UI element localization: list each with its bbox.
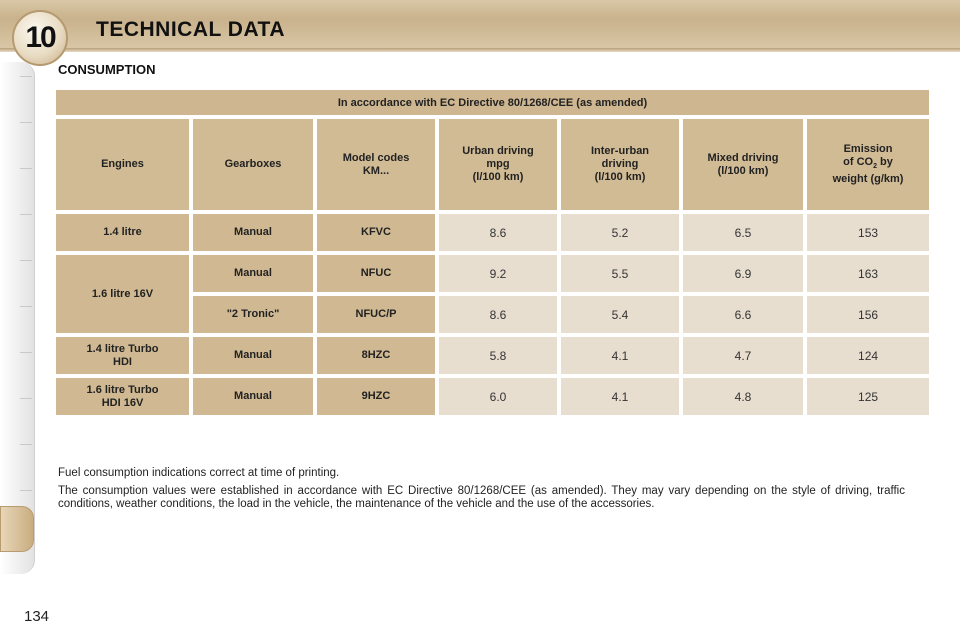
section-title: CONSUMPTION <box>58 62 156 77</box>
col-header-emission: Emission of CO2 by weight (g/km) <box>807 119 930 210</box>
inter-urban-value: 5.4 <box>561 296 679 333</box>
table-row: 1.6 litre Turbo HDI 16V Manual 9HZC 6.0 4… <box>56 378 930 415</box>
tab-divider <box>20 260 32 261</box>
table-row: 1.6 litre 16V Manual NFUC 9.2 5.5 6.9 16… <box>56 255 930 333</box>
emission-value: 163 <box>807 255 930 292</box>
emission-value: 125 <box>807 378 930 415</box>
mixed-value: 6.5 <box>683 214 803 251</box>
gearbox-cell: Manual <box>193 255 313 292</box>
model-code-cell: 8HZC <box>317 337 435 374</box>
table-row: "2 Tronic" NFUC/P 8.6 5.4 6.6 156 <box>56 296 930 333</box>
inter-urban-value: 5.2 <box>561 214 679 251</box>
engine-cell: 1.4 litre <box>56 214 189 251</box>
tab-divider <box>20 352 32 353</box>
urban-value: 8.6 <box>439 296 557 333</box>
col-header-engines: Engines <box>56 119 189 210</box>
consumption-disclaimer: The consumption values were established … <box>58 485 905 510</box>
table-row: 1.4 litre Manual KFVC 8.6 5.2 6.5 153 <box>56 214 930 251</box>
gearbox-cell: Manual <box>193 214 313 251</box>
model-code-cell: KFVC <box>317 214 435 251</box>
tab-divider <box>20 490 32 491</box>
mixed-value: 6.9 <box>683 255 803 292</box>
header-band <box>0 0 960 48</box>
emission-value: 124 <box>807 337 930 374</box>
mixed-value: 4.7 <box>683 337 803 374</box>
col-header-model-codes: Model codes KM... <box>317 119 435 210</box>
tab-divider <box>20 398 32 399</box>
consumption-table: In accordance with EC Directive 80/1268/… <box>52 86 933 419</box>
mixed-value: 4.8 <box>683 378 803 415</box>
header-divider <box>0 48 960 52</box>
engine-cell: 1.4 litre Turbo HDI <box>56 337 189 374</box>
inter-urban-value: 4.1 <box>561 378 679 415</box>
chapter-number: 10 <box>25 21 56 54</box>
tab-divider <box>20 214 32 215</box>
model-code-cell: NFUC/P <box>317 296 435 333</box>
engine-cell: 1.6 litre Turbo HDI 16V <box>56 378 189 415</box>
model-code-cell: NFUC <box>317 255 435 292</box>
tab-divider <box>20 306 32 307</box>
emission-value: 156 <box>807 296 930 333</box>
chapter-tab-strip <box>0 62 35 574</box>
urban-value: 9.2 <box>439 255 557 292</box>
page-number: 134 <box>24 608 50 625</box>
emission-value: 153 <box>807 214 930 251</box>
inter-urban-value: 5.5 <box>561 255 679 292</box>
tab-divider <box>20 444 32 445</box>
tab-divider <box>20 168 32 169</box>
col-header-inter-urban: Inter-urban driving (l/100 km) <box>561 119 679 210</box>
tab-divider <box>20 122 32 123</box>
urban-value: 5.8 <box>439 337 557 374</box>
chapter-badge: 10 <box>12 10 68 66</box>
gearbox-cell: Manual <box>193 378 313 415</box>
col-header-urban: Urban driving mpg (l/100 km) <box>439 119 557 210</box>
col-header-mixed: Mixed driving (l/100 km) <box>683 119 803 210</box>
table-row: 1.4 litre Turbo HDI Manual 8HZC 5.8 4.1 4… <box>56 337 930 374</box>
gearbox-cell: "2 Tronic" <box>193 296 313 333</box>
engine-cell: 1.6 litre 16V <box>56 255 189 333</box>
tab-divider <box>20 76 32 77</box>
urban-value: 8.6 <box>439 214 557 251</box>
mixed-value: 6.6 <box>683 296 803 333</box>
model-code-cell: 9HZC <box>317 378 435 415</box>
page-title: TECHNICAL DATA <box>96 18 285 41</box>
printing-note: Fuel consumption indications correct at … <box>58 467 340 479</box>
gearbox-cell: Manual <box>193 337 313 374</box>
col-header-gearboxes: Gearboxes <box>193 119 313 210</box>
table-directive-header: In accordance with EC Directive 80/1268/… <box>56 90 930 115</box>
chapter-tab-active[interactable] <box>0 506 34 552</box>
urban-value: 6.0 <box>439 378 557 415</box>
inter-urban-value: 4.1 <box>561 337 679 374</box>
